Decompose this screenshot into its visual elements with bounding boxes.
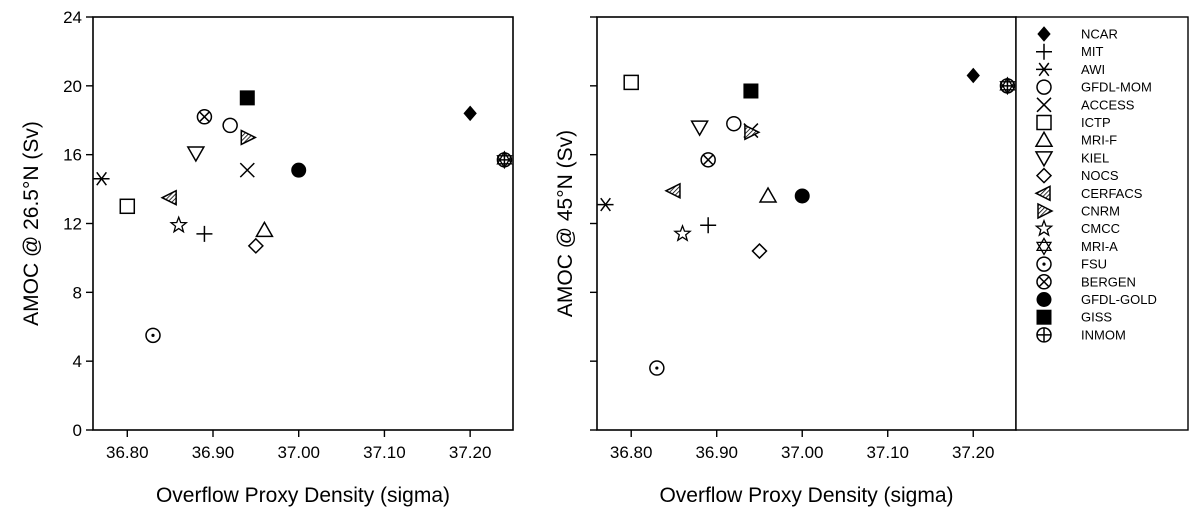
y-tick-label: 12 [63,215,82,234]
point-ictp [623,74,639,91]
point-nocs [751,242,768,260]
point-cmcc [673,223,692,242]
point-inmom [496,152,513,168]
point-fsu [145,327,161,344]
x-tick-label: 37.20 [952,443,995,462]
legend-label: CNRM [1081,204,1120,219]
point-cnrm [744,124,761,141]
legend-item-access: ACCESS [1036,97,1135,113]
point-mri-f [255,220,274,238]
legend-label: MRI-A [1081,239,1118,254]
legend-item-cmcc: CMCC [1034,218,1120,237]
y-tick-label: 4 [73,352,82,371]
x-tick-label: 36.80 [610,443,653,462]
legend-item-gfdl-gold: GFDL-GOLD [1036,292,1157,307]
left-scatter-panel: 0 4 8 12 16 20 24 36.80 36.90 37.00 37.10 37.20 Over… [20,8,514,507]
x-tick-label: 37.20 [449,443,492,462]
point-cmcc [169,215,189,234]
legend-label: INMOM [1081,327,1126,342]
legend: NCAR MIT AWI GFDL-MOM ACCESS ICTP MRI-F KIEL NOC… [1015,16,1189,431]
legend-label: BERGEN [1081,274,1136,289]
x-tick-label: 37.10 [363,443,406,462]
x-axis-label: Overflow Proxy Density (sigma) [156,484,450,507]
legend-item-mri-f: MRI-F [1034,130,1117,148]
point-gfdl-gold [794,188,810,204]
legend-label: NCAR [1081,27,1118,42]
y-axis-label: AMOC @ 45°N (Sv) [554,130,577,317]
point-awi [597,197,614,212]
legend-label: GISS [1081,310,1112,325]
legend-label: NOCS [1081,168,1119,183]
point-cerfacs [664,182,681,200]
legend-item-nocs: NOCS [1035,167,1119,184]
y-tick-label: 8 [73,283,82,302]
point-gfdl-mom [222,117,238,134]
x-tick-label: 36.90 [192,443,235,462]
legend-item-mit: MIT [1036,43,1103,60]
x-tick-label: 37.00 [781,443,824,462]
point-giss [743,83,759,99]
point-fsu [649,360,665,376]
point-kiel [690,120,709,137]
legend-item-cnrm: CNRM [1037,202,1120,220]
legend-item-fsu: FSU [1036,256,1107,272]
point-mit [700,217,717,234]
point-mit [196,225,213,242]
point-inmom [999,78,1016,94]
point-ictp [119,198,136,215]
legend-label: GFDL-GOLD [1081,292,1157,307]
legend-item-cerfacs: CERFACS [1034,185,1143,202]
legend-item-ncar: NCAR [1037,26,1118,42]
x-tick-label: 37.00 [277,443,320,462]
legend-item-mri-a: MRI-A [1035,237,1118,256]
legend-item-awi: AWI [1036,62,1105,77]
legend-item-gfdl-mom: GFDL-MOM [1036,79,1152,95]
point-giss [239,90,255,106]
legend-label: GFDL-MOM [1081,80,1152,95]
point-kiel [186,146,206,163]
legend-label: KIEL [1081,150,1109,165]
point-gfdl-mom [726,115,742,132]
x-tick-label: 36.80 [106,443,149,462]
legend-label: ACCESS [1081,97,1135,112]
legend-label: CERFACS [1081,186,1143,201]
point-mri-f [758,186,778,203]
legend-item-kiel: KIEL [1034,150,1109,168]
x-axis-label: Overflow Proxy Density (sigma) [659,484,953,507]
point-bergen [196,109,213,125]
legend-label: AWI [1081,62,1105,77]
right-scatter-panel: 36.80 36.90 37.00 37.10 37.20 Overflow Proxy … [554,16,1017,507]
point-gfdl-gold [291,162,307,178]
legend-label: ICTP [1081,115,1111,130]
legend-label: MIT [1081,44,1103,59]
y-tick-label: 0 [73,421,82,440]
y-axis-label: AMOC @ 26.5°N (Sv) [20,121,43,326]
x-tick-label: 36.90 [695,443,738,462]
legend-label: CMCC [1081,221,1120,236]
point-access [239,162,255,178]
point-ncar [966,67,980,84]
legend-label: MRI-F [1081,133,1117,148]
point-awi [93,171,110,186]
legend-item-bergen: BERGEN [1036,274,1136,290]
legend-item-inmom: INMOM [1036,327,1126,343]
point-cnrm [240,129,257,146]
y-tick-label: 16 [63,146,82,165]
legend-item-giss: GISS [1036,309,1112,325]
point-bergen [700,152,716,168]
x-tick-label: 37.10 [866,443,909,462]
point-cerfacs [160,189,177,206]
legend-label: FSU [1081,257,1107,272]
plot-frame [92,16,514,431]
point-nocs [247,237,264,254]
y-tick-label: 20 [63,77,82,96]
legend-item-ictp: ICTP [1036,114,1111,131]
y-tick-label: 24 [63,8,82,27]
point-ncar [463,105,477,122]
plot-frame [596,16,1017,431]
